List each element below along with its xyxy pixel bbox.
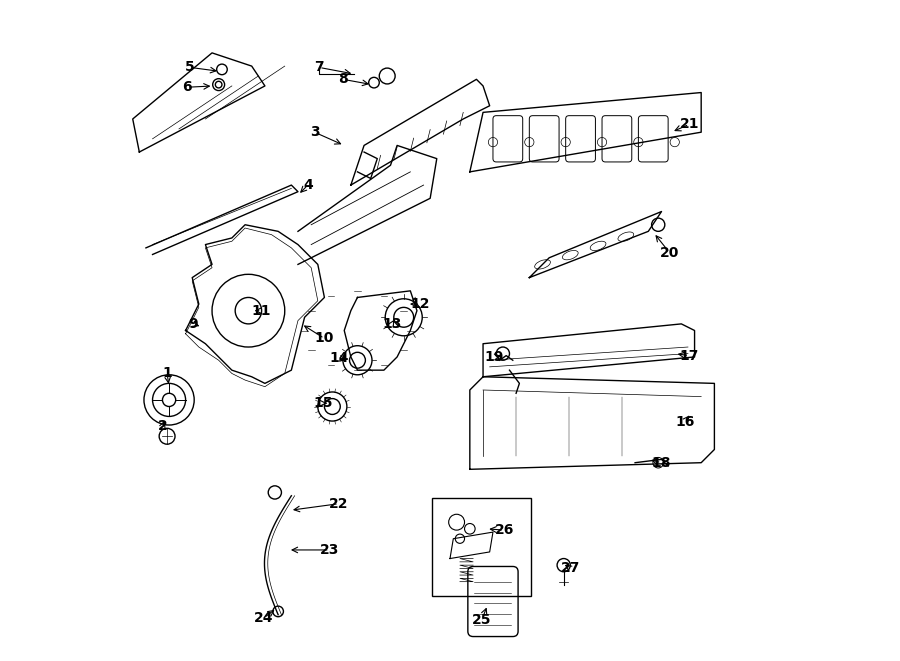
Text: 3: 3	[310, 125, 320, 139]
Text: 17: 17	[680, 348, 699, 363]
Text: 27: 27	[561, 561, 580, 576]
Text: 18: 18	[652, 455, 671, 470]
Text: 25: 25	[472, 613, 491, 627]
Text: 13: 13	[382, 317, 401, 331]
Text: 10: 10	[315, 331, 334, 346]
Text: 20: 20	[660, 245, 680, 260]
Text: 8: 8	[338, 72, 347, 87]
Text: 11: 11	[252, 303, 272, 318]
Text: 9: 9	[189, 317, 198, 331]
Text: 1: 1	[162, 366, 172, 381]
Text: 12: 12	[410, 297, 430, 311]
Text: 15: 15	[313, 396, 333, 410]
Text: 22: 22	[329, 496, 348, 511]
Text: 7: 7	[314, 60, 324, 75]
Text: 5: 5	[185, 60, 195, 75]
Text: 6: 6	[182, 80, 192, 95]
Text: 24: 24	[254, 611, 274, 625]
Text: 26: 26	[494, 523, 514, 537]
Text: 4: 4	[303, 178, 313, 192]
Text: 23: 23	[320, 543, 339, 557]
Text: 14: 14	[329, 351, 348, 366]
Text: 19: 19	[484, 350, 504, 364]
Text: 2: 2	[158, 419, 167, 434]
Text: 16: 16	[675, 414, 694, 429]
Text: 21: 21	[680, 117, 699, 132]
